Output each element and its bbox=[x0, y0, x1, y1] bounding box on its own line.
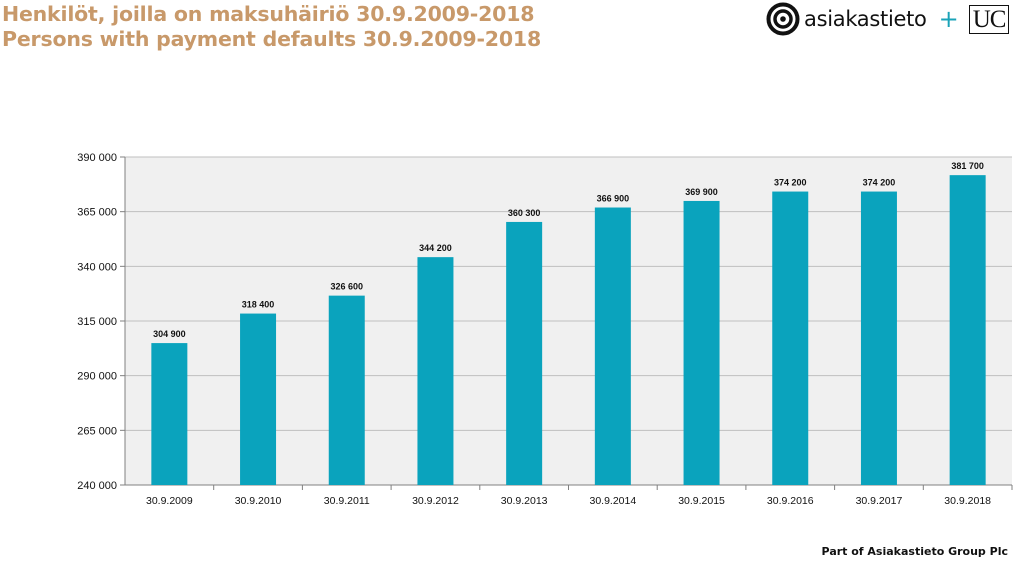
x-tick-label: 30.9.2010 bbox=[235, 495, 282, 507]
bar-chart: 240 000 265 000 290 000 315 000 340 000 365 0… bbox=[77, 152, 1013, 507]
title-block: Henkilöt, joilla on maksuhäiriö 30.9.200… bbox=[2, 2, 541, 52]
x-tick-label: 30.9.2014 bbox=[589, 495, 636, 507]
logo-plus: + bbox=[938, 5, 959, 33]
x-tick-label: 30.9.2012 bbox=[412, 495, 459, 507]
bar bbox=[417, 257, 454, 485]
bar bbox=[860, 191, 897, 486]
logo-partner-uc: UC bbox=[968, 4, 1010, 34]
data-label: 344 200 bbox=[419, 243, 452, 253]
footer-text: Part of Asiakastieto Group Plc bbox=[821, 545, 1008, 558]
logo-brand-text: asiakastieto bbox=[804, 7, 927, 31]
x-tick-label: 30.9.2013 bbox=[501, 495, 548, 507]
data-label: 369 900 bbox=[685, 187, 718, 197]
x-tick-label: 30.9.2018 bbox=[944, 495, 991, 507]
chart-title-finnish: Henkilöt, joilla on maksuhäiriö 30.9.200… bbox=[2, 2, 535, 26]
x-tick-label: 30.9.2016 bbox=[767, 495, 814, 507]
x-tick-label: 30.9.2009 bbox=[146, 495, 193, 507]
y-tick-label: 265 000 bbox=[77, 425, 117, 437]
y-tick-label: 365 000 bbox=[77, 207, 117, 219]
y-tick-label: 240 000 bbox=[77, 480, 117, 492]
data-label: 360 300 bbox=[508, 208, 541, 218]
data-label: 374 200 bbox=[863, 178, 896, 188]
bar bbox=[772, 191, 809, 486]
bar bbox=[328, 295, 365, 485]
bar bbox=[506, 221, 543, 485]
x-tick-label: 30.9.2011 bbox=[324, 495, 370, 507]
bar bbox=[594, 207, 631, 485]
x-tick-label: 30.9.2017 bbox=[856, 495, 903, 507]
chart-title-english: Persons with payment defaults 30.9.2009-… bbox=[2, 27, 542, 51]
logo: asiakastieto + UC bbox=[766, 2, 1010, 36]
bar bbox=[949, 175, 986, 485]
data-label: 326 600 bbox=[330, 282, 363, 292]
y-tick-label: 315 000 bbox=[77, 316, 117, 328]
data-label: 318 400 bbox=[242, 300, 275, 310]
bar bbox=[240, 313, 277, 485]
bar bbox=[683, 200, 720, 485]
y-tick-label: 390 000 bbox=[77, 152, 117, 164]
data-label: 381 700 bbox=[951, 161, 984, 171]
target-rings-icon bbox=[766, 2, 800, 36]
x-tick-label: 30.9.2015 bbox=[678, 495, 725, 507]
data-label: 304 900 bbox=[153, 329, 186, 339]
y-tick-label: 340 000 bbox=[77, 261, 117, 273]
bar bbox=[151, 343, 188, 485]
y-tick-label: 290 000 bbox=[77, 371, 117, 383]
data-label: 366 900 bbox=[597, 194, 630, 204]
data-label: 374 200 bbox=[774, 178, 807, 188]
